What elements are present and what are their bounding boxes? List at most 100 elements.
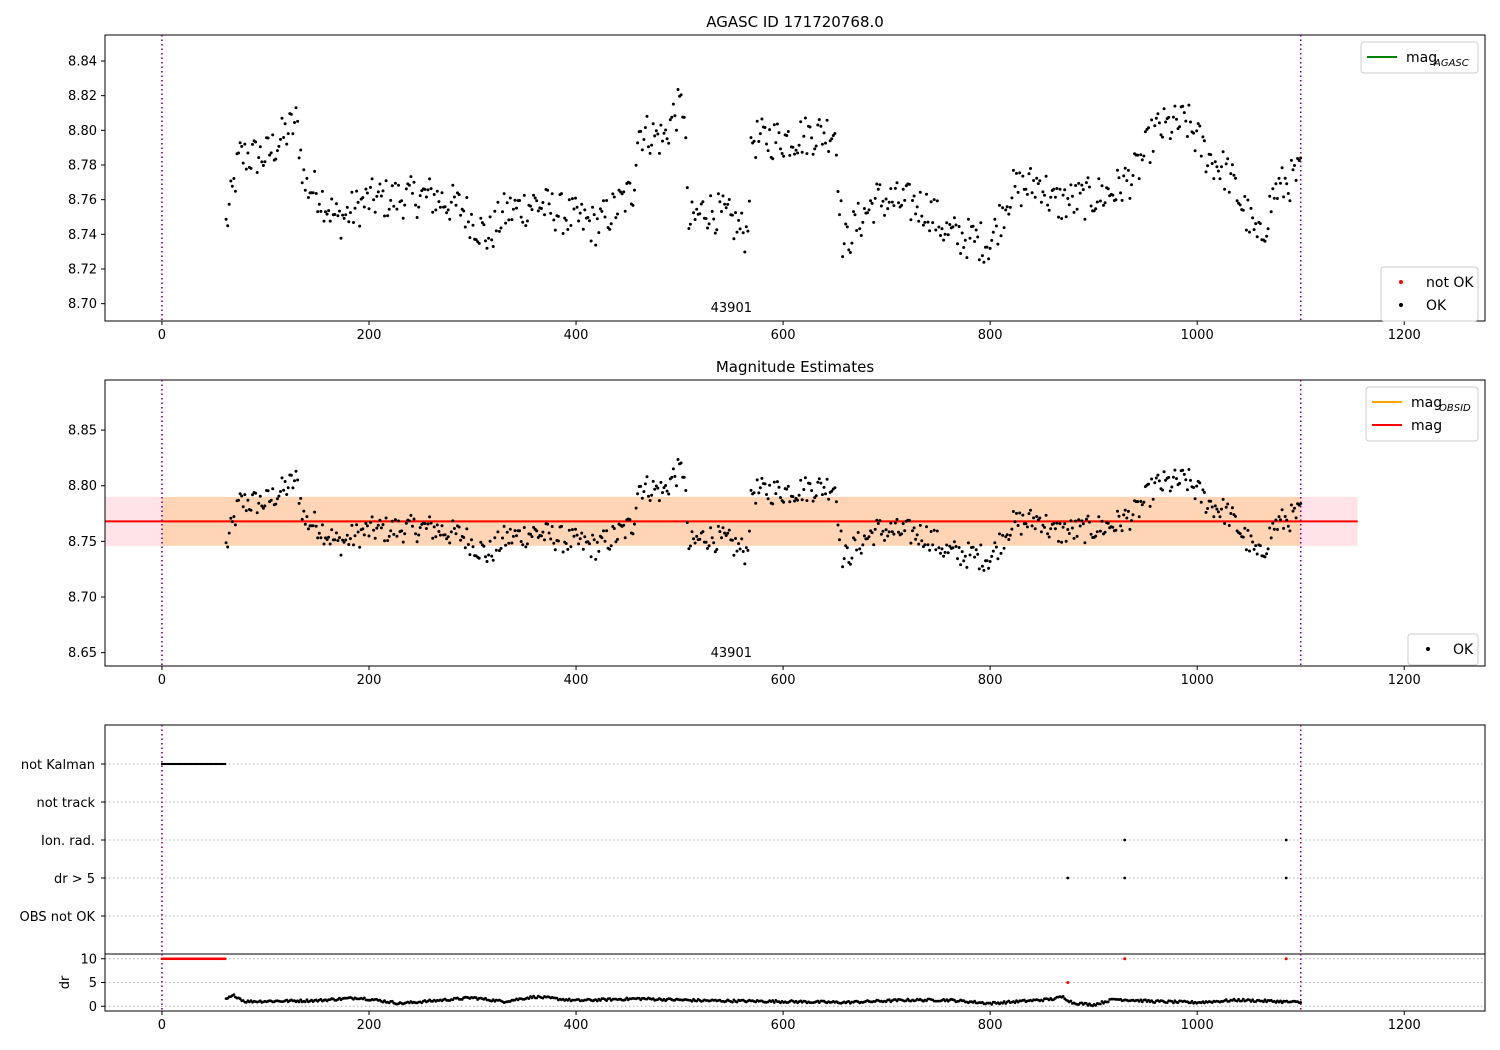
data-point	[238, 997, 242, 1001]
data-point	[1266, 547, 1270, 551]
data-point	[491, 558, 495, 562]
data-point	[513, 198, 517, 202]
data-point	[1168, 489, 1172, 493]
data-point	[1178, 125, 1182, 129]
data-point	[1046, 532, 1050, 536]
data-point	[765, 142, 768, 146]
data-point	[1095, 530, 1099, 534]
data-point	[1044, 174, 1048, 178]
data-point	[586, 216, 590, 219]
data-point	[657, 151, 661, 155]
data-point	[1234, 514, 1237, 518]
data-point	[1185, 135, 1189, 138]
data-point	[1116, 509, 1119, 513]
legend-marker-ok	[1426, 647, 1430, 651]
data-point	[943, 550, 947, 554]
data-point	[603, 539, 607, 543]
data-point	[1011, 510, 1015, 513]
data-point	[873, 196, 877, 200]
data-point	[224, 957, 227, 961]
data-point	[631, 532, 635, 536]
data-point	[479, 216, 483, 220]
data-point	[300, 181, 304, 185]
data-point	[451, 519, 455, 523]
data-point	[289, 112, 293, 116]
data-point	[1189, 478, 1192, 482]
data-point	[1002, 1000, 1006, 1003]
data-point	[665, 489, 669, 493]
data-point	[768, 483, 772, 487]
data-point	[1262, 1000, 1265, 1004]
x-tick-label: 200	[357, 673, 382, 688]
data-point	[293, 121, 296, 124]
data-point	[575, 205, 579, 209]
data-point	[1011, 168, 1015, 172]
data-point	[457, 193, 461, 197]
data-point	[707, 222, 711, 226]
data-point	[726, 202, 730, 206]
data-point	[935, 529, 939, 533]
data-point	[633, 522, 636, 526]
data-point	[1230, 506, 1234, 510]
data-point	[723, 202, 727, 206]
data-point	[774, 141, 778, 145]
data-point	[1184, 478, 1188, 482]
data-point	[1060, 217, 1064, 220]
data-point	[1224, 162, 1228, 166]
data-point	[786, 130, 790, 133]
data-point	[730, 538, 734, 542]
dr-panel: 0 200 400 600 800 1000 1200 0 5 10 dr	[58, 952, 1486, 1033]
data-point	[1173, 468, 1177, 472]
data-point	[706, 226, 709, 230]
data-point	[838, 213, 841, 217]
data-point	[316, 536, 320, 540]
data-point	[1046, 203, 1050, 207]
data-point	[1216, 510, 1220, 514]
data-point	[848, 562, 852, 566]
data-point	[454, 203, 458, 207]
data-point	[499, 546, 503, 550]
data-point	[1237, 997, 1240, 1001]
y-tick-label: 5	[89, 976, 97, 991]
data-point	[645, 114, 649, 118]
data-point	[361, 196, 365, 200]
data-point	[470, 212, 473, 216]
data-point	[912, 194, 916, 198]
data-point	[291, 486, 295, 490]
data-point	[338, 536, 341, 540]
y-tick-label: 8.85	[68, 424, 97, 439]
data-point	[758, 132, 762, 136]
data-point	[1035, 176, 1039, 180]
data-point	[1140, 503, 1144, 507]
data-point	[884, 197, 888, 201]
data-point	[423, 522, 427, 526]
data-point	[1181, 468, 1185, 472]
data-point	[578, 537, 582, 541]
data-point	[1128, 527, 1132, 531]
data-point	[1255, 235, 1259, 239]
data-point	[1185, 488, 1189, 492]
data-point	[1069, 183, 1073, 187]
data-point	[1161, 488, 1164, 492]
data-point	[1097, 515, 1101, 519]
data-point	[1148, 504, 1152, 508]
data-point	[836, 190, 840, 193]
data-point	[715, 548, 719, 551]
data-point	[1125, 179, 1129, 183]
data-point	[324, 210, 327, 214]
data-point	[266, 136, 270, 140]
data-point	[411, 524, 414, 528]
data-point	[497, 229, 501, 233]
data-point	[327, 535, 331, 539]
data-point	[897, 530, 900, 534]
data-point	[266, 489, 270, 493]
x-tick-label: 600	[771, 1018, 796, 1033]
data-point	[901, 522, 905, 526]
data-point	[612, 527, 616, 530]
data-point	[907, 518, 911, 522]
data-point	[474, 238, 478, 242]
data-point	[928, 548, 932, 552]
data-point	[275, 149, 279, 153]
data-point	[791, 495, 795, 499]
data-point	[362, 996, 366, 1000]
